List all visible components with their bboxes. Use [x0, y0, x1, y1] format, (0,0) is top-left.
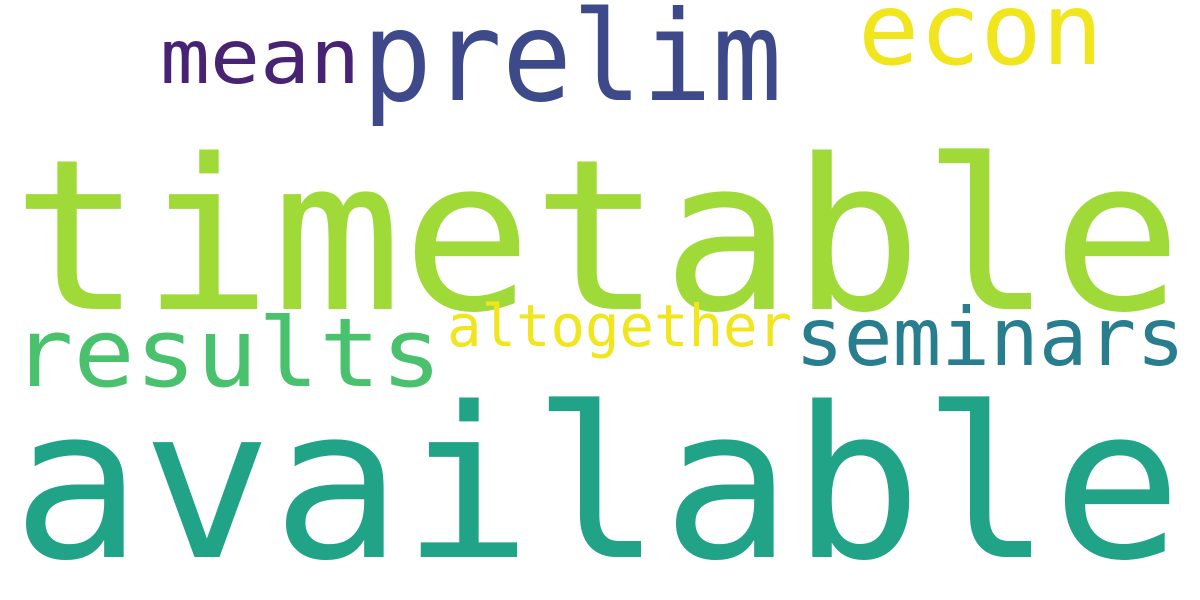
- word-mean: mean: [160, 13, 361, 101]
- word-available: available: [12, 362, 1182, 600]
- word-altogether: altogether: [447, 291, 793, 360]
- word-results: results: [12, 299, 443, 409]
- word-seminars: seminars: [795, 291, 1186, 384]
- word-econ: econ: [858, 0, 1103, 88]
- word-prelim: prelim: [362, 0, 782, 130]
- word-timetable: timetable: [12, 114, 1182, 359]
